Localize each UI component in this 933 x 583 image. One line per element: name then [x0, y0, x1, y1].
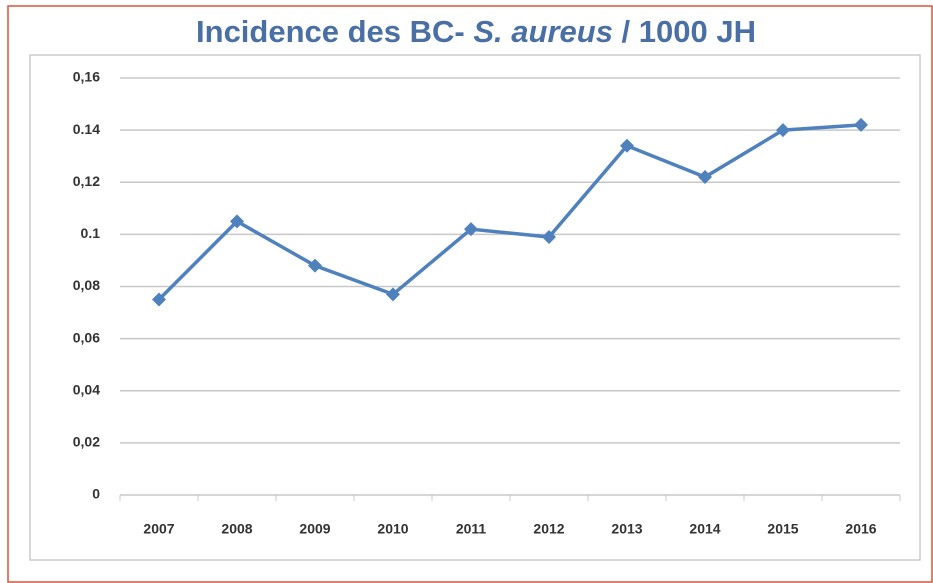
- title-part: / 1000 JH: [613, 14, 756, 49]
- chart-title: Incidence des BC- S. aureus / 1000 JH: [196, 14, 756, 49]
- y-tick-label: 0,04: [73, 381, 100, 397]
- title-part: Incidence des BC-: [196, 14, 473, 49]
- data-point: [698, 170, 712, 185]
- y-tick-label: 0.1: [81, 225, 101, 241]
- data-point: [776, 123, 790, 138]
- x-tick-label: 2011: [456, 521, 487, 537]
- y-tick-label: 0,08: [73, 277, 100, 293]
- title-part: S. aureus: [473, 14, 613, 49]
- x-tick-label: 2009: [299, 521, 330, 537]
- data-point: [308, 258, 322, 273]
- y-tick-label: 0,12: [73, 173, 100, 189]
- outer-frame: [7, 5, 933, 583]
- x-tick-label: 2010: [377, 521, 408, 537]
- data-point: [854, 117, 868, 132]
- data-point: [152, 292, 166, 307]
- x-tick-label: 2007: [143, 521, 174, 537]
- plot-frame: [29, 54, 921, 561]
- x-tick-label: 2016: [845, 521, 876, 537]
- x-tick-label: 2013: [611, 521, 642, 537]
- y-tick-label: 0: [92, 486, 100, 502]
- x-tick-label: 2008: [221, 521, 252, 537]
- x-tick-label: 2014: [689, 521, 720, 537]
- data-point: [620, 138, 634, 153]
- data-point: [464, 222, 478, 237]
- x-tick-label: 2015: [767, 521, 798, 537]
- y-tick-label: 0,16: [73, 69, 100, 85]
- data-point: [542, 229, 556, 244]
- data-point: [386, 287, 400, 302]
- y-tick-label: 0,06: [73, 329, 100, 345]
- y-tick-label: 0,02: [73, 434, 100, 450]
- data-point: [230, 214, 244, 229]
- y-tick-label: 0.14: [73, 121, 100, 137]
- series-line: [157, 123, 862, 301]
- x-tick-label: 2012: [533, 521, 564, 537]
